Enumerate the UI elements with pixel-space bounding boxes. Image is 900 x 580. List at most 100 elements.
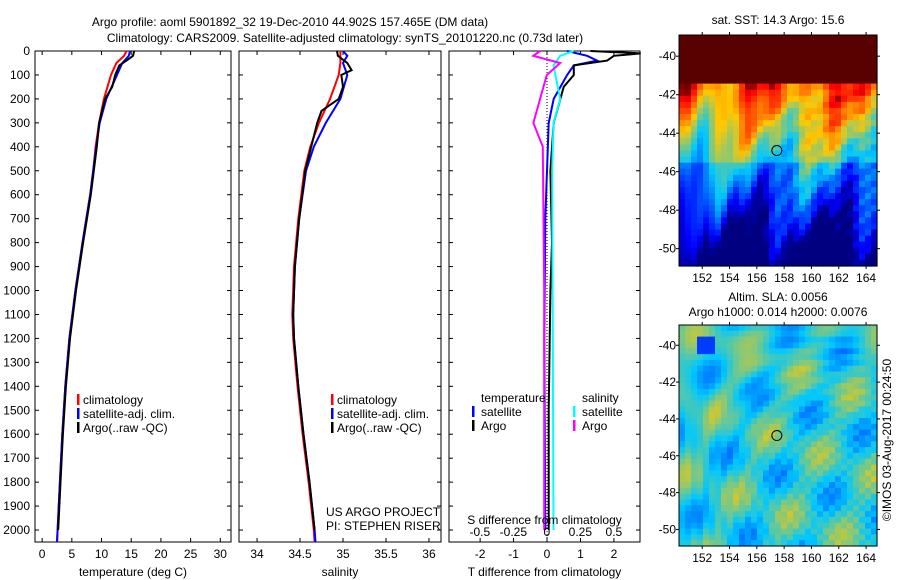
- map-cell: [865, 540, 872, 547]
- map-cell: [823, 499, 830, 506]
- map-cell: [793, 47, 800, 54]
- map-cell: [835, 499, 842, 506]
- map-cell: [835, 138, 842, 145]
- map-cell: [697, 406, 704, 413]
- map-cell: [709, 447, 716, 454]
- map-cell: [835, 540, 842, 547]
- series-line-climatology: [56, 50, 128, 543]
- map-cell: [859, 342, 866, 349]
- map-cell: [685, 418, 692, 425]
- map-cell: [763, 241, 770, 249]
- map-cell: [721, 217, 728, 225]
- s-tick-label: 0.25: [569, 525, 593, 539]
- map-cell: [769, 235, 776, 243]
- map-cell: [715, 199, 722, 206]
- map-cell: [721, 511, 728, 518]
- map-cell: [727, 241, 734, 249]
- map-cell: [865, 162, 872, 170]
- map-cell: [811, 144, 818, 152]
- map-cell: [697, 371, 704, 378]
- map-cell: [835, 174, 842, 182]
- y-tick-label: 1600: [3, 427, 30, 441]
- map-cell: [685, 162, 692, 170]
- map-cell: [793, 389, 800, 396]
- map-cell: [715, 223, 722, 231]
- map-cell: [841, 35, 848, 42]
- map-cell: [841, 412, 848, 419]
- map-cell: [817, 493, 824, 501]
- map-cell: [751, 482, 758, 489]
- map-cell: [823, 487, 830, 495]
- map-cell: [685, 458, 692, 466]
- map-cell: [763, 394, 770, 402]
- map-cell: [853, 534, 860, 541]
- map-cell: [715, 156, 722, 164]
- map-cell: [709, 522, 716, 530]
- map-cell: [775, 470, 782, 477]
- map-cell: [703, 400, 710, 407]
- map-cell: [859, 429, 866, 437]
- map-cell: [865, 418, 872, 425]
- map-cell: [763, 377, 770, 384]
- map-cell: [853, 180, 860, 188]
- map-cell: [763, 132, 770, 139]
- map-cell: [721, 447, 728, 454]
- map-cell: [835, 412, 842, 419]
- map-cell: [751, 470, 758, 477]
- map-cell: [709, 217, 716, 225]
- map-cell: [775, 394, 782, 402]
- map-cell: [811, 406, 818, 413]
- map-cell: [835, 247, 842, 255]
- map-cell: [685, 377, 692, 384]
- map-cell: [751, 59, 758, 66]
- map-cell: [805, 389, 812, 396]
- map-cell: [853, 406, 860, 413]
- map-cell: [799, 132, 806, 139]
- map-cell: [793, 241, 800, 249]
- map-cell: [697, 359, 704, 367]
- map-cell: [739, 259, 746, 267]
- map-cell: [757, 452, 764, 460]
- map-cell: [703, 247, 710, 255]
- map-cell: [763, 150, 770, 158]
- map-cell: [775, 174, 782, 182]
- map-cell: [805, 107, 812, 115]
- map-cell: [679, 464, 686, 471]
- map-cell: [709, 505, 716, 512]
- map-cell: [847, 487, 854, 495]
- map-cell: [829, 144, 836, 152]
- map-cell: [775, 138, 782, 145]
- map-x-tick-label: 154: [720, 271, 740, 285]
- map-cell: [733, 511, 740, 518]
- map-cell: [799, 325, 806, 332]
- map-cell: [781, 418, 788, 425]
- map-cell: [853, 168, 860, 176]
- map-cell: [847, 150, 854, 158]
- map-cell: [709, 383, 716, 390]
- map-cell: [799, 458, 806, 466]
- map-cell: [733, 452, 740, 460]
- map-cell: [745, 464, 752, 471]
- map-cell: [709, 354, 716, 361]
- map-cell: [811, 253, 818, 261]
- map-cell: [841, 342, 848, 349]
- map-y-tick-label: -44: [659, 412, 677, 426]
- map-cell: [799, 476, 806, 483]
- map-cell: [823, 162, 830, 170]
- map-cell: [763, 470, 770, 477]
- map-cell: [679, 77, 686, 85]
- map-cell: [763, 505, 770, 512]
- map-cell: [841, 394, 848, 402]
- map-cell: [871, 511, 878, 518]
- map-cell: [859, 138, 866, 145]
- map-cell: [859, 229, 866, 237]
- map-cell: [727, 162, 734, 170]
- map-cell: [817, 168, 824, 176]
- map-cell: [679, 540, 686, 547]
- map-cell: [871, 394, 878, 402]
- map-cell: [745, 35, 752, 42]
- map-cell: [793, 348, 800, 355]
- map-cell: [823, 458, 830, 466]
- map-cell: [733, 41, 740, 48]
- map-cell: [751, 138, 758, 145]
